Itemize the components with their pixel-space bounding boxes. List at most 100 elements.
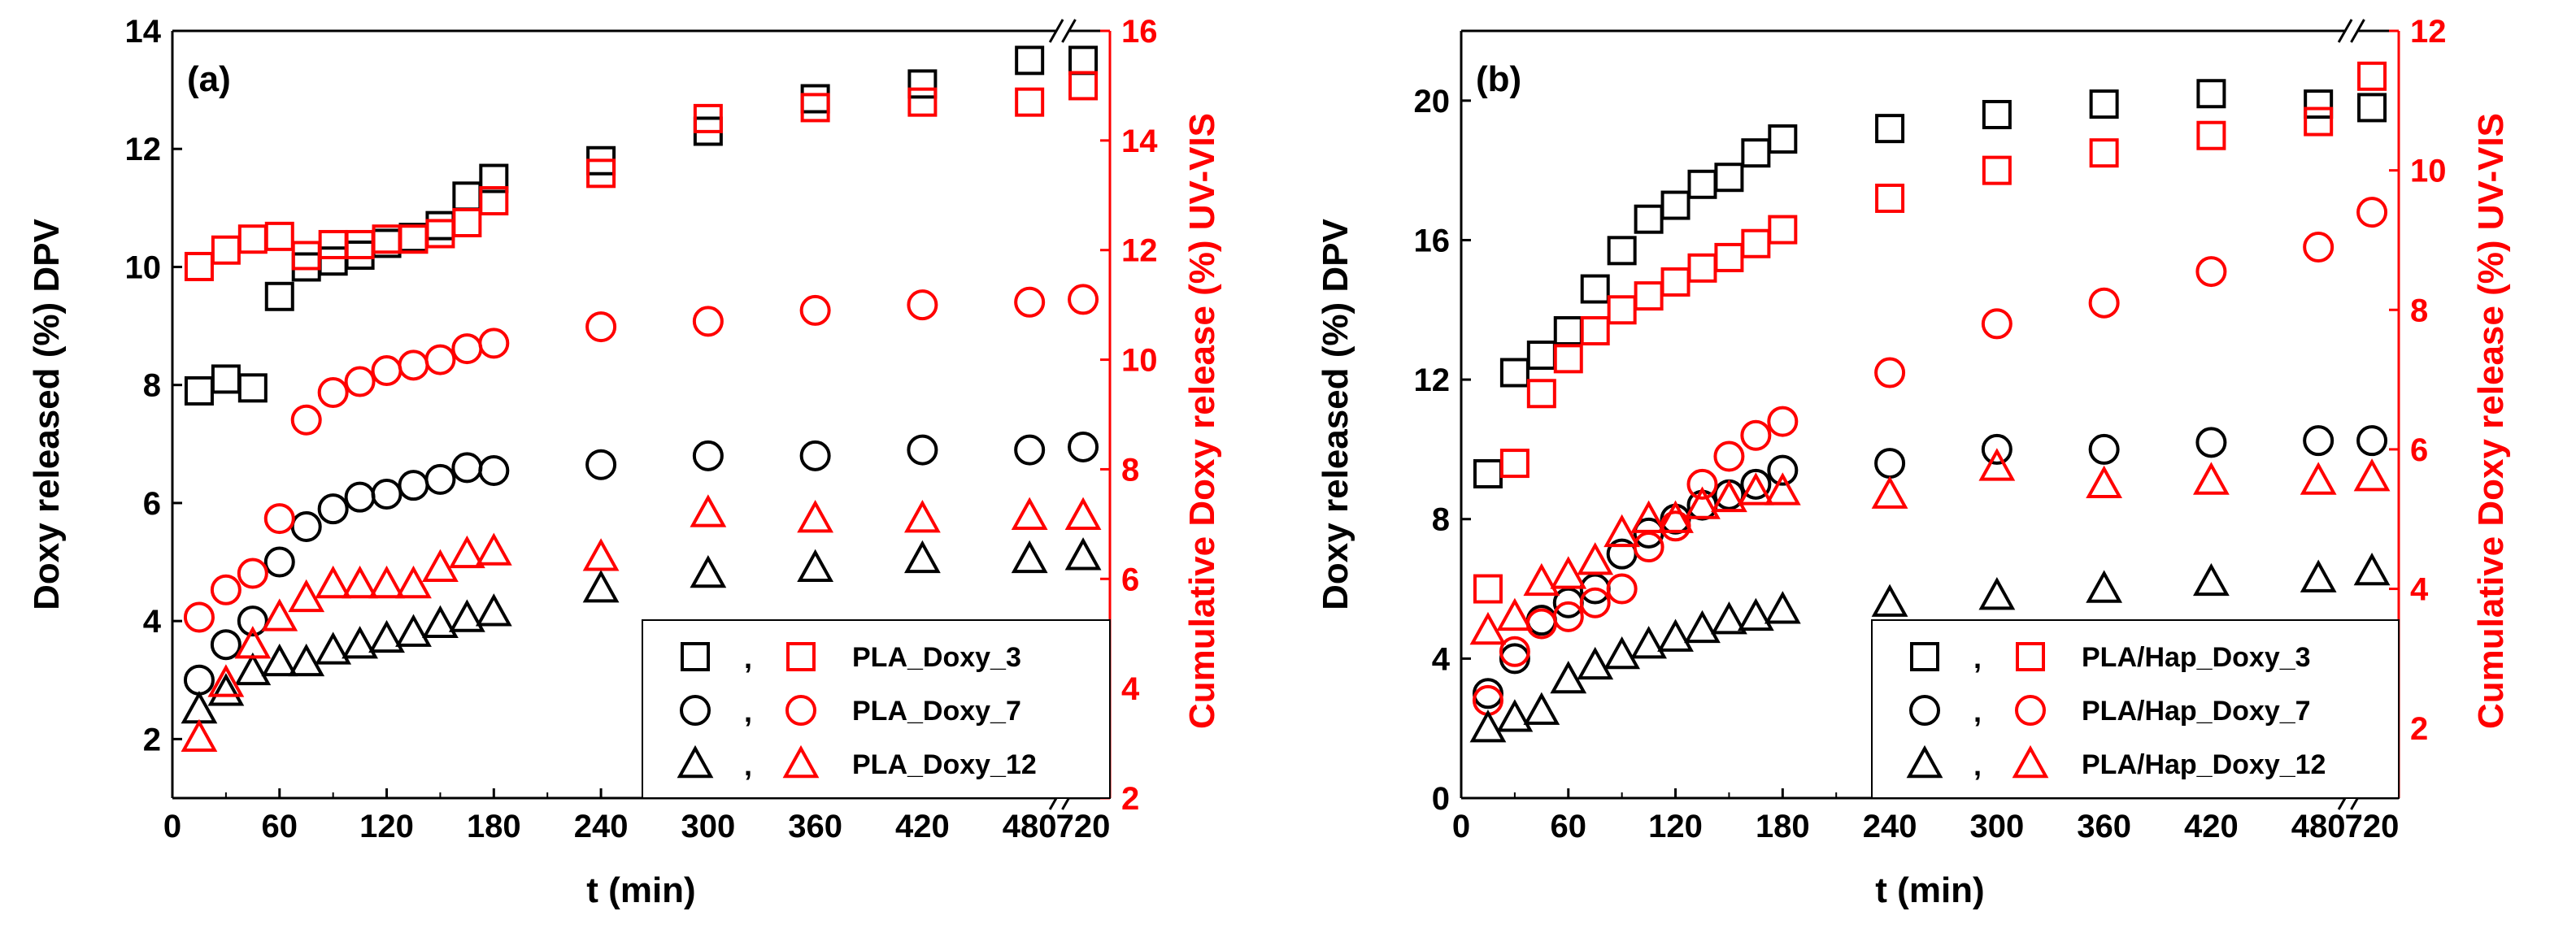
data-point [1011, 540, 1048, 574]
legend-separator: , [1973, 695, 1982, 728]
data-point [237, 605, 268, 637]
data-point [1634, 204, 1664, 234]
data-point [1711, 601, 1747, 635]
data-point [448, 599, 485, 632]
data-point [1740, 468, 1772, 500]
data-point [1982, 155, 2012, 185]
data-point [1978, 577, 2016, 610]
data-point [452, 208, 482, 237]
x-tick-label: 420 [895, 809, 950, 844]
x-tick-label: 240 [1863, 809, 1917, 844]
data-point [1714, 163, 1744, 193]
legend-marker-dpv [681, 642, 710, 671]
data-point [1607, 295, 1637, 325]
x-tick-label: 720 [2345, 809, 2400, 844]
data-point [448, 535, 485, 569]
data-point [1064, 537, 1102, 571]
legend-marker-dpv [680, 695, 711, 726]
data-point [181, 690, 218, 724]
data-point [1687, 253, 1717, 283]
data-point [1550, 660, 1587, 694]
data-point [1499, 449, 1530, 479]
series-pla-doxy-7-uv-vis [183, 284, 1099, 633]
data-point [1981, 308, 2012, 340]
data-point [2088, 433, 2120, 465]
legend-label: PLA/Hap_Doxy_12 [2082, 749, 2326, 780]
data-point [425, 219, 455, 249]
data-point [318, 246, 348, 276]
x-tick-label: 420 [2184, 809, 2239, 844]
data-point [799, 294, 831, 326]
data-point [1580, 274, 1610, 304]
legend-marker-uvvis [2016, 642, 2045, 671]
data-point [1015, 87, 1045, 117]
y-right-tick-label: 12 [2410, 14, 2447, 50]
y-left-tick-label: 4 [1432, 641, 1451, 677]
data-point [1523, 692, 1560, 725]
data-point [1607, 236, 1637, 266]
data-point [1741, 138, 1771, 168]
data-point [2353, 552, 2391, 586]
data-point [1874, 448, 1906, 480]
data-point [344, 481, 376, 513]
series-pla-hap-doxy-3-uv-vis [1473, 61, 2387, 604]
data-point [585, 311, 617, 343]
data-point [800, 84, 830, 114]
x-tick-label: 360 [788, 809, 842, 844]
data-point [1496, 699, 1534, 732]
data-point [317, 377, 349, 409]
data-point [290, 404, 322, 436]
data-point [290, 510, 322, 542]
legend: , PLA/Hap_Doxy_3, PLA/Hap_Doxy_7, PLA/Hap_D… [1871, 619, 2400, 799]
data-point [1657, 500, 1694, 533]
data-point [1068, 284, 1099, 315]
series-pla-doxy-12-uv-vis [181, 494, 1102, 753]
x-tick-label: 120 [359, 809, 414, 844]
data-point [398, 223, 429, 253]
y-right-tick-label: 12 [1121, 233, 1158, 269]
data-point [1496, 597, 1534, 631]
legend-box [1871, 619, 2400, 799]
series-pla-hap-doxy-12-uv-vis [1469, 448, 2391, 645]
y-axis-title-right: Cumulative Doxy release (%) UV-VIS [2471, 113, 2511, 729]
data-point [342, 626, 378, 659]
data-point [1472, 678, 1503, 710]
data-point [261, 643, 298, 677]
legend-separator: , [744, 749, 752, 782]
data-point [263, 546, 295, 578]
data-point [1577, 542, 1614, 575]
data-point [264, 281, 294, 311]
legend-marker-dpv [677, 744, 714, 779]
data-point [478, 454, 510, 486]
data-point [342, 565, 378, 599]
y-left-tick-label: 20 [1414, 84, 1451, 119]
data-point [424, 463, 456, 495]
y-left-tick-label: 8 [1432, 502, 1450, 538]
chart-panel-a: 0 60 120 180 240 300 360 420 480 720 2 4 6 8 10 12 14 2 4 6… [27, 14, 1222, 910]
data-point [2304, 89, 2334, 119]
data-point [475, 532, 512, 566]
data-point [452, 181, 482, 211]
data-point [479, 163, 509, 193]
data-point [2195, 427, 2227, 458]
data-point [1978, 448, 2016, 481]
data-point [345, 240, 375, 270]
y-right-tick-label: 10 [2410, 154, 2447, 189]
x-tick-label: 720 [1056, 809, 1111, 844]
legend-marker-dpv [1909, 695, 1940, 726]
data-point [904, 540, 941, 574]
data-point [1523, 562, 1560, 597]
y-right-tick-label: 4 [1121, 671, 1140, 707]
legend-marker-uvvis [2015, 695, 2046, 726]
y-left-tick-label: 12 [125, 132, 162, 167]
data-point [2089, 89, 2119, 119]
legend-label: PLA_Doxy_7 [852, 696, 1021, 727]
data-point [264, 221, 294, 251]
data-point [1740, 419, 1772, 451]
data-point [237, 224, 268, 254]
data-point [2196, 120, 2226, 150]
data-point [1499, 636, 1530, 667]
data-point [1875, 114, 1905, 144]
x-tick-label: 480 [2291, 809, 2346, 844]
